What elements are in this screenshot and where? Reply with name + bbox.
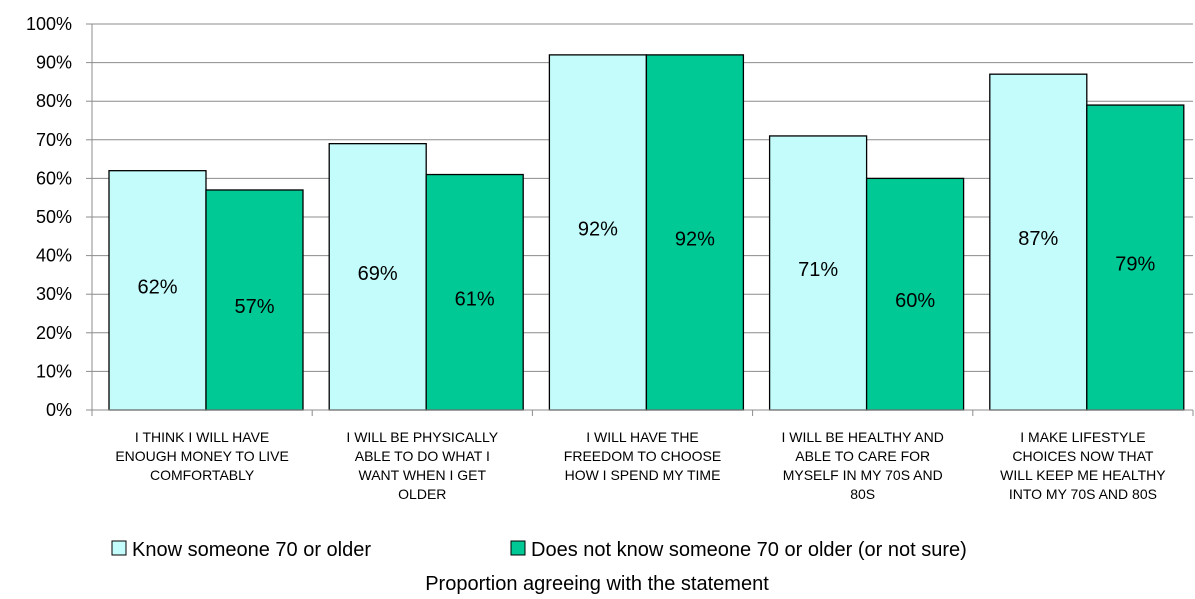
data-label: 92% (675, 228, 715, 250)
legend: Know someone 70 or older Does not know so… (111, 539, 967, 561)
y-tick-label: 100% (26, 14, 72, 34)
bar (865, 177, 965, 411)
y-axis-ticks: 0% 10% 20% 30% 40% 50% 60% 70% 80% 90% 100% (26, 14, 72, 420)
data-labels: 62% 57% 69% 61% 92% 92% 71% 60% 87% 79% (137, 218, 1155, 318)
bar (425, 173, 524, 411)
y-tick-label: 0% (46, 400, 72, 420)
category-label: I WILL HAVE THE FREEDOM TO CHOOSE HOW I SP… (564, 429, 721, 483)
bars (108, 54, 1185, 411)
category-label: I WILL BE PHYSICALLY ABLE TO DO WHAT I WAN… (346, 429, 498, 502)
y-tick-label: 60% (36, 168, 72, 188)
y-tick-label: 90% (36, 53, 72, 73)
data-label: 61% (455, 288, 495, 310)
data-label: 71% (798, 259, 838, 281)
bar (989, 73, 1088, 411)
data-label: 57% (234, 296, 274, 318)
y-tick-label: 20% (36, 323, 72, 343)
category-label: I MAKE LIFESTYLE CHOICES NOW THAT WILL KEE… (1000, 429, 1166, 502)
bar (1086, 104, 1185, 411)
category-labels: I THINK I WILL HAVE ENOUGH MONEY TO LIVE C… (115, 429, 1166, 502)
y-tick-label: 30% (36, 284, 72, 304)
data-label: 60% (895, 290, 935, 312)
bar (548, 54, 648, 411)
legend-swatch (510, 540, 526, 556)
category-label: I WILL BE HEALTHY AND ABLE TO CARE FOR MYS… (782, 429, 944, 502)
y-tick-label: 50% (36, 207, 72, 227)
category-label: I THINK I WILL HAVE ENOUGH MONEY TO LIVE C… (115, 429, 289, 483)
axes (86, 23, 1194, 416)
bar (645, 54, 745, 411)
legend-swatch (111, 540, 127, 556)
bar (205, 189, 304, 411)
bar (768, 135, 868, 411)
data-label: 79% (1115, 254, 1155, 276)
y-tick-label: 40% (36, 246, 72, 266)
data-label: 62% (137, 276, 177, 298)
y-tick-label: 80% (36, 91, 72, 111)
y-tick-label: 10% (36, 361, 72, 381)
legend-label: Does not know someone 70 or older (or no… (531, 539, 967, 561)
data-label: 92% (578, 218, 618, 240)
data-label: 69% (358, 263, 398, 285)
data-label: 87% (1018, 228, 1058, 250)
x-axis-title: Proportion agreeing with the statement (425, 573, 769, 595)
y-tick-label: 70% (36, 130, 72, 150)
legend-label: Know someone 70 or older (132, 539, 371, 561)
